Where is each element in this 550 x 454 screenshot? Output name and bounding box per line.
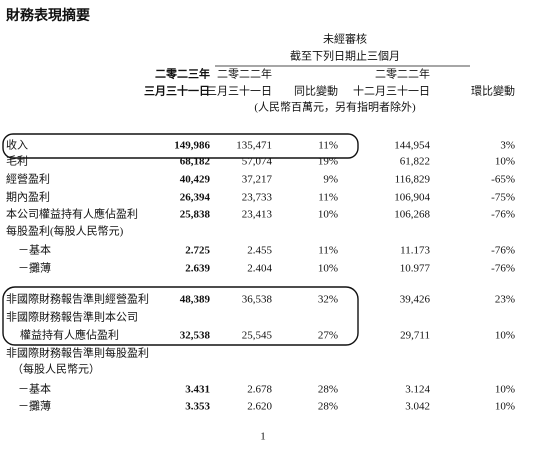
cell: 135,471 <box>236 140 272 152</box>
row-label: 每股盈利(每股人民幣元) <box>6 224 124 238</box>
period-note: 截至下列日期止三個月 <box>290 49 400 63</box>
cell: 2.620 <box>247 401 272 413</box>
cell: -75% <box>491 192 515 204</box>
column-header: 三月三十一日 <box>206 84 272 98</box>
cell: 61,822 <box>400 156 430 168</box>
row-label: （每股人民幣元） <box>12 362 100 376</box>
row-label: －基本 <box>18 243 51 257</box>
column-header: 環比變動 <box>471 84 515 98</box>
column-header: 三月三十一日 <box>144 84 210 98</box>
row-label: 收入 <box>6 138 28 152</box>
cell: 37,217 <box>242 174 273 186</box>
column-header: 二零二二年 <box>375 67 430 81</box>
cell: -76% <box>491 245 515 257</box>
cell: 10% <box>495 156 515 168</box>
cell: 144,954 <box>394 140 430 152</box>
row-label: 非國際財務報告準則本公司 <box>6 310 138 324</box>
unit-note: (人民幣百萬元，另有指明者除外) <box>254 100 416 114</box>
cell: 57,074 <box>242 156 273 168</box>
cell: 23,733 <box>242 192 273 204</box>
cell: 11% <box>318 245 338 257</box>
cell: 25,838 <box>180 209 211 221</box>
cell: 48,389 <box>180 294 211 306</box>
page-number: 1 <box>260 431 266 443</box>
row-label: －攤薄 <box>18 261 51 275</box>
cell: 149,986 <box>174 140 210 152</box>
cell: 23,413 <box>242 209 273 221</box>
cell: 106,904 <box>394 192 430 204</box>
cell: 3.124 <box>405 384 430 396</box>
cell: 11.173 <box>400 245 430 257</box>
cell: 106,268 <box>394 209 430 221</box>
row-label: 權益持有人應佔盈利 <box>20 328 119 342</box>
row-label: 本公司權益持有人應佔盈利 <box>6 207 138 221</box>
cell: 9% <box>323 174 338 186</box>
row-label: －攤薄 <box>18 399 51 413</box>
cell: 2.639 <box>185 263 210 275</box>
column-header: 二零二三年 <box>155 67 210 81</box>
cell: 25,545 <box>242 330 273 342</box>
cell: 10% <box>495 384 515 396</box>
cell: 3.042 <box>405 401 430 413</box>
cell: 68,182 <box>180 156 211 168</box>
row-label: 毛利 <box>6 155 28 168</box>
highlight-box <box>2 133 359 159</box>
cell: 2.678 <box>247 384 272 396</box>
audit-note: 未經審核 <box>323 32 367 46</box>
cell: 10% <box>318 263 338 275</box>
cell: 3.431 <box>185 384 210 396</box>
column-header: 十二月三十一日 <box>353 84 430 98</box>
column-header: 二零二二年 <box>217 67 272 81</box>
cell: 2.455 <box>247 245 272 257</box>
cell: 19% <box>318 156 338 168</box>
cell: 10% <box>495 330 515 342</box>
row-label: 期內盈利 <box>6 191 50 204</box>
cell: 3.353 <box>185 401 210 413</box>
cell: 10.977 <box>400 263 431 275</box>
cell: 36,538 <box>242 294 273 306</box>
cell: 39,426 <box>400 294 431 306</box>
row-label: 非國際財務報告準則經營盈利 <box>6 292 149 306</box>
cell: 28% <box>318 384 338 396</box>
highlight-box <box>2 286 359 346</box>
cell: -76% <box>491 263 515 275</box>
cell: 11% <box>318 140 338 152</box>
title: 財務表現摘要 <box>5 7 90 24</box>
cell: 26,394 <box>180 192 211 204</box>
cell: 29,711 <box>400 330 430 342</box>
cell: 32% <box>318 294 338 306</box>
row-label: 經營盈利 <box>6 172 50 186</box>
cell: 11% <box>318 192 338 204</box>
cell: 27% <box>318 330 338 342</box>
cell: 10% <box>495 401 515 413</box>
cell: 116,829 <box>395 174 431 186</box>
cell: 2.404 <box>247 263 272 275</box>
cell: 32,538 <box>180 330 211 342</box>
cell: 2.725 <box>185 245 210 257</box>
cell: 40,429 <box>180 174 211 186</box>
column-header: 同比變動 <box>294 84 338 98</box>
row-label: －基本 <box>18 382 51 396</box>
cell: 23% <box>495 294 515 306</box>
cell: 10% <box>318 209 338 221</box>
cell: -76% <box>491 209 515 221</box>
cell: 28% <box>318 401 338 413</box>
cell: 3% <box>500 140 515 152</box>
cell: -65% <box>491 174 515 186</box>
row-label: 非國際財務報告準則每股盈利 <box>6 346 149 360</box>
